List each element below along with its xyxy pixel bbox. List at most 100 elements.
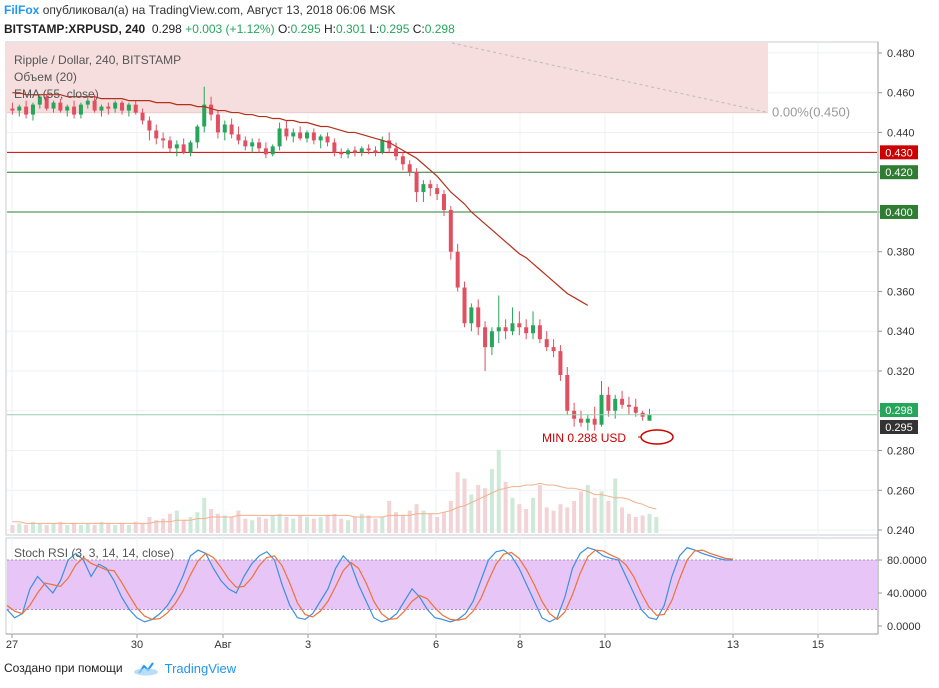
ema-line: [12, 92, 589, 306]
volume-bar: [524, 509, 529, 533]
candle-body: [78, 104, 83, 115]
stoch-tick-label: 40.0000: [887, 588, 927, 600]
min-annotation: MIN 0.288 USD: [542, 431, 626, 445]
author-name[interactable]: FilFox: [4, 3, 40, 17]
y-tick-label: 0.340: [887, 326, 915, 338]
candle-body: [626, 404, 631, 407]
volume-bar: [647, 513, 652, 533]
candle-body: [366, 148, 371, 151]
stoch-label: Stoch RSI (3, 3, 14, 14, close): [14, 546, 174, 560]
stoch-d-line: [6, 549, 734, 621]
stoch-band: [7, 560, 877, 610]
candle-body: [585, 418, 590, 423]
volume-bar: [585, 485, 590, 533]
horizontal-levels: [7, 151, 877, 213]
tradingview-logo[interactable]: TradingView: [133, 660, 237, 676]
candle-body: [633, 406, 638, 413]
min-circle: [640, 429, 674, 445]
volume-bar: [592, 497, 597, 533]
candle-body: [421, 184, 426, 193]
candle-body: [428, 184, 433, 189]
candle-body: [304, 132, 309, 139]
candle-body: [195, 126, 200, 143]
volume-bar: [24, 525, 29, 533]
volume-bar: [441, 512, 446, 533]
volume-bar: [325, 515, 330, 533]
candle-body: [551, 347, 556, 352]
last-price: 0.298: [151, 22, 182, 36]
volume-bar: [202, 497, 207, 533]
candle-body: [298, 132, 303, 139]
volume-bar: [558, 504, 563, 533]
volume-bar: [496, 449, 501, 533]
volume-bar: [133, 521, 138, 533]
volume-bar: [181, 520, 186, 533]
volume-bar: [394, 512, 399, 533]
candle-body: [270, 146, 275, 155]
volume-bar: [476, 485, 481, 533]
volume-bar: [17, 523, 22, 533]
footer: Создано при помощи TradingView: [4, 660, 236, 676]
candle-body: [72, 106, 77, 115]
volume-bar: [318, 517, 323, 533]
price-change: +0.003 (+1.12%): [185, 22, 275, 36]
candle-body: [346, 150, 351, 155]
candle-body: [510, 323, 515, 332]
volume-bar: [147, 517, 152, 533]
symbol-header: BITSTAMP:XRPUSD, 240 0.298 +0.003 (+1.12…: [4, 22, 455, 36]
price-tag-label: 0.298: [885, 405, 913, 417]
candle-body: [592, 418, 597, 425]
candle-body: [483, 327, 488, 348]
volume-bar: [126, 525, 131, 533]
tradingview-text: TradingView: [164, 660, 237, 676]
stoch-k-line: [6, 546, 733, 623]
volume-bar: [544, 507, 549, 533]
volume-bar: [140, 523, 145, 533]
candle-body: [448, 209, 453, 252]
x-tick-label: 6: [433, 639, 439, 651]
volume-bar: [37, 523, 42, 533]
volume-bar: [489, 469, 494, 533]
candle-body: [99, 106, 104, 111]
volume-bar: [270, 515, 275, 533]
candle-body: [544, 339, 549, 348]
volume-bar: [414, 504, 419, 533]
candle-body: [606, 394, 611, 411]
candle-body: [524, 327, 529, 334]
candle-body: [202, 104, 207, 127]
candle-body: [325, 136, 330, 143]
price-tags: 0.430 0.420 0.400 0.298 0.295: [880, 145, 918, 434]
candle-body: [469, 307, 474, 324]
level-tag: [880, 204, 918, 219]
volume-bar: [263, 518, 268, 533]
volume-bar: [352, 517, 357, 533]
volume-bar: [154, 520, 159, 533]
volume-bar: [99, 521, 104, 533]
volume-bar: [517, 504, 522, 533]
candle-body: [578, 418, 583, 423]
volume-bar: [531, 497, 536, 533]
volume-bar: [620, 507, 625, 533]
candle-body: [291, 132, 296, 137]
volume-bar: [284, 517, 289, 533]
volume-bar: [551, 510, 556, 533]
close-value: 0.298: [424, 22, 455, 36]
candle-body: [537, 325, 542, 340]
volume-bar: [626, 513, 631, 533]
volume-bar: [311, 518, 316, 533]
volume-bar: [174, 510, 179, 533]
volume-bar: [613, 478, 618, 533]
low-label: L:: [369, 22, 380, 36]
candle-body: [140, 112, 145, 121]
candle-body: [250, 142, 255, 147]
footer-created: Создано при помощи: [4, 661, 123, 675]
candle-body: [332, 142, 337, 153]
volume-bar: [503, 481, 508, 533]
fib-label: 0.00%(0.450): [772, 105, 850, 120]
candle-body: [517, 323, 522, 328]
y-tick-label: 0.380: [887, 247, 915, 259]
volume-bar: [435, 517, 440, 533]
candle-body: [37, 96, 42, 105]
volume-bar: [161, 518, 166, 533]
